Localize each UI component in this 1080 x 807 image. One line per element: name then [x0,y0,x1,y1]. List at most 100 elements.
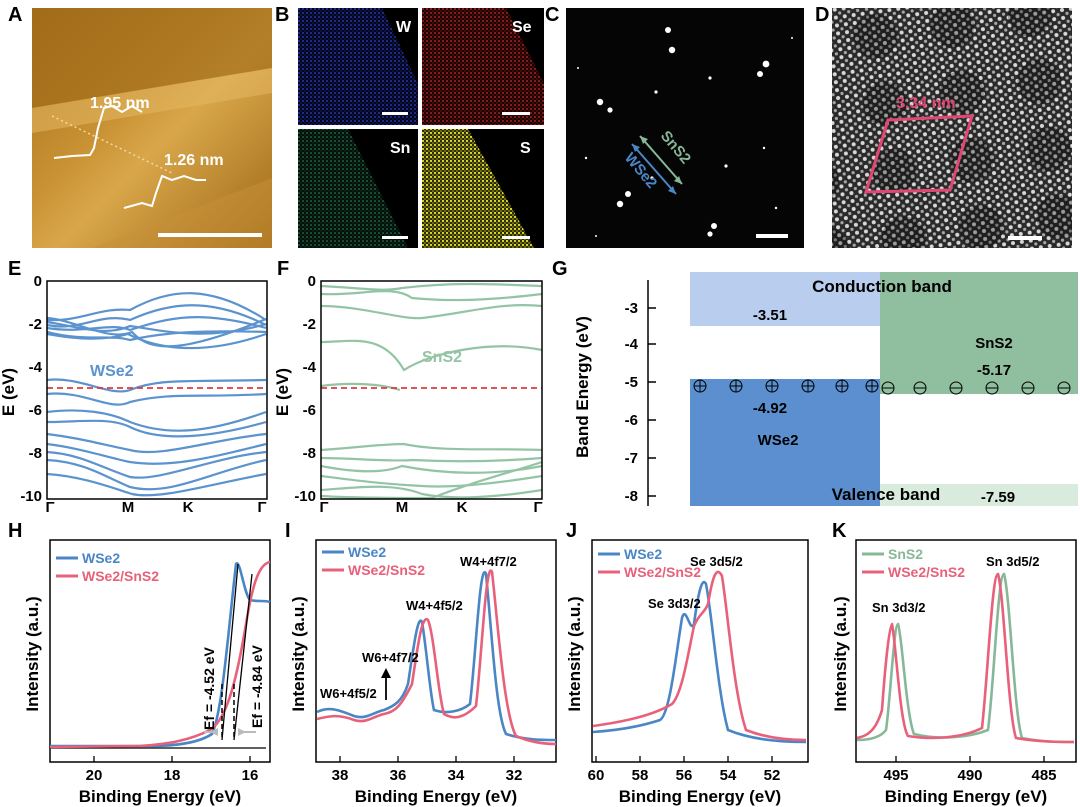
svg-text:W: W [396,19,412,36]
xtick-h: 18 [164,767,181,784]
afm-profile-1 [53,104,143,159]
svg-text:WSe2/SnS2: WSe2/SnS2 [82,568,159,584]
eds-map-w: W [298,8,418,125]
band-ytick: -8 [303,445,316,462]
band-structure-wse2: E (eV) 0 -2 -4 -6 -8 -10 WSe2 Γ M K Γ [0,262,272,512]
panel-label-k: K [832,520,847,542]
band-alignment: Band Energy (eV) -3 -4 -5 -6 -7 -8 Condu… [560,262,1080,512]
kpoint-label: Γ [319,499,328,512]
xps-xlabel-h: Binding Energy (eV) [79,787,241,806]
svg-text:WSe2: WSe2 [82,550,120,566]
xtick-i: 32 [506,767,523,784]
xtick-j: 54 [720,767,737,784]
wse2-valence-band [690,379,880,506]
peak-label-w6-4f72: W6+4f7/2 [362,650,419,665]
svg-text:WSe2: WSe2 [348,544,386,560]
band-label-wse2: WSe2 [90,363,134,380]
band-ytick: -2 [29,316,42,333]
xps-panel-k: Intensity (a.u.) SnS2 WSe2/SnS2 Sn 3d3/2… [828,534,1080,807]
moire-cell [863,114,975,194]
xtick-k: 495 [883,767,908,784]
saed-pattern: SnS2 WSe2 [566,8,804,248]
conduction-band-label: Conduction band [812,277,952,296]
wse2-cb-value: -3.51 [753,307,787,324]
xtick-h: 20 [86,767,103,784]
fermi-level-label-1: Ef = -4.52 eV [201,646,217,730]
band-ylabel-e: E (eV) [0,368,18,416]
kpoint-label: Γ [533,499,542,512]
fermi-level-label-2: Ef = -4.84 eV [249,644,265,728]
band-ylabel-f: E (eV) [273,368,292,416]
saed-arrow-wse2 [631,143,677,195]
sns2-label: SnS2 [975,335,1013,352]
band-ytick: 0 [308,273,316,290]
alignment-ytick: -6 [625,412,638,429]
alignment-ytick: -4 [625,336,639,353]
peak-label-w4-4f52: W4+4f5/2 [406,598,463,613]
svg-text:WSe2: WSe2 [624,546,662,562]
sns2-vb-value: -7.59 [981,489,1015,506]
panel-label-b: B [275,4,290,26]
band-ytick: -2 [303,316,316,333]
alignment-ytick: -7 [625,450,638,467]
afm-image: 1.95 nm 1.26 nm [32,8,272,248]
xps-ylabel-j: Intensity (a.u.) [565,596,584,711]
sns2-conduction-band [880,272,1078,394]
stem-image: 3.34 nm [832,8,1072,248]
xtick-k: 485 [1031,767,1056,784]
kpoint-label: K [457,499,468,512]
kpoint-label: M [122,499,135,512]
kpoint-label: K [183,499,194,512]
alignment-ytick: -8 [625,488,638,505]
panel-label-d: D [815,4,830,26]
stem-scale-bar [1008,236,1042,240]
panel-label-a: A [8,4,23,26]
moire-label: 3.34 nm [896,95,956,112]
panel-label-f: F [277,258,290,280]
spectrum-sns2-k [856,572,1075,744]
wse2-conduction-band [690,272,880,326]
xps-xlabel-i: Binding Energy (eV) [355,787,517,806]
alignment-ytick: -3 [625,300,638,317]
xps-ylabel-k: Intensity (a.u.) [831,596,850,711]
wse2-vb-value: -4.92 [753,400,787,417]
spectrum-wse2-i [316,570,557,742]
xps-xlabel-k: Binding Energy (eV) [885,787,1047,806]
kpoint-label: M [396,499,409,512]
band-ytick: 0 [34,273,42,290]
xtick-i: 34 [448,767,465,784]
alignment-ytick: -5 [625,374,638,391]
svg-text:Sn: Sn [390,140,410,157]
legend-i: WSe2 WSe2/SnS2 [322,544,425,578]
saed-arrow-sns2 [639,135,683,185]
xps-panel-h: Intensity (a.u.) Ef = -4.52 eV Ef = -4.8… [0,534,272,807]
legend-j: WSe2 WSe2/SnS2 [598,546,701,580]
band-ytick: -10 [294,488,316,505]
peak-label-se-3d52: Se 3d5/2 [690,554,743,569]
band-structure-sns2: E (eV) 0 -2 -4 -6 -8 -10 SnS2 Γ M K Γ [272,262,548,512]
spectrum-hetero-k [856,572,1075,744]
valence-band-label: Valence band [832,485,941,504]
arrow-icon [381,668,391,678]
electron-symbols [881,381,1071,395]
spectrum-hetero-j [592,570,807,742]
afm-svg: 1.95 nm 1.26 nm [32,8,272,248]
band-ytick: -6 [29,402,42,419]
sns2-valence-band [880,484,1078,506]
eds-map-se: Se [422,8,544,125]
xps-panel-i: Intensity (a.u.) WSe2 WSe2/SnS2 W6+4f5/2… [284,534,560,807]
band-ytick: -10 [20,488,42,505]
kpoint-label: Γ [45,499,54,512]
svg-text:WSe2/SnS2: WSe2/SnS2 [624,564,701,580]
peak-label-w6-4f52: W6+4f5/2 [320,686,377,701]
svg-text:SnS2: SnS2 [888,546,923,562]
xtick-k: 490 [957,767,982,784]
eds-map-s: S [422,129,544,248]
legend-h: WSe2 WSe2/SnS2 [56,550,159,584]
xps-xlabel-j: Binding Energy (eV) [619,787,781,806]
panel-label-c: C [545,4,560,26]
wse2-label: WSe2 [758,432,799,449]
afm-scale-bar [158,233,262,237]
xps-panel-j: Intensity (a.u.) WSe2 WSe2/SnS2 Se 3d3/2… [562,534,818,807]
panel-label-g: G [552,258,568,280]
